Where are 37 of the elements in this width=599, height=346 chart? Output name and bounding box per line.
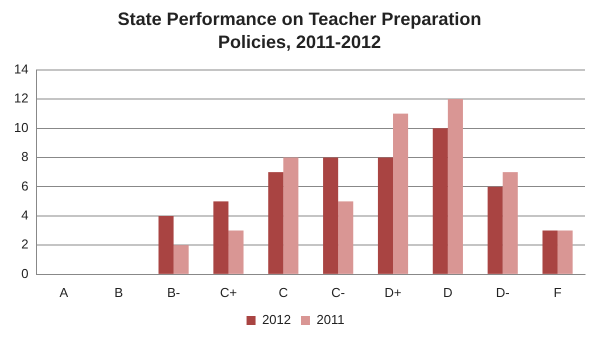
chart-title: State Performance on Teacher Preparation Policies, 2011-2012: [116, 8, 482, 54]
x-tick-label: C: [278, 284, 288, 300]
legend-label: 2011: [316, 312, 344, 328]
bar: [558, 230, 573, 274]
bar: [393, 114, 408, 274]
legend-label: 2012: [262, 312, 291, 328]
bar: [158, 216, 174, 274]
bar: [283, 157, 298, 274]
x-tick-label: A: [60, 284, 69, 300]
x-tick-label: C+: [220, 284, 237, 300]
bar: [213, 201, 228, 274]
bar: [448, 99, 463, 274]
x-tick-label: F: [554, 284, 562, 300]
x-tick-label: D-: [496, 284, 510, 300]
x-tick-label: B-: [167, 284, 180, 300]
y-tick-label: 6: [21, 178, 28, 194]
bar: [338, 201, 354, 274]
x-tick-label: B: [114, 284, 124, 300]
bar: [502, 172, 518, 274]
x-tick-label: D: [443, 284, 453, 300]
x-tick-label: C-: [331, 284, 346, 300]
y-tick-label: 14: [14, 61, 28, 76]
bar: [228, 230, 244, 274]
y-tick-label: 2: [21, 236, 28, 252]
bar: [323, 157, 338, 274]
y-tick-label: 10: [14, 120, 28, 135]
y-tick-label: 8: [21, 149, 28, 164]
bar: [542, 230, 558, 274]
bar: [432, 128, 448, 274]
bar: [378, 157, 394, 274]
bar: [488, 186, 503, 274]
y-tick-label: 0: [21, 266, 28, 281]
bar: [174, 245, 189, 274]
bar: [268, 172, 284, 274]
y-tick-label: 4: [21, 208, 28, 223]
x-tick-label: D+: [384, 284, 402, 300]
y-tick-label: 12: [14, 90, 28, 106]
